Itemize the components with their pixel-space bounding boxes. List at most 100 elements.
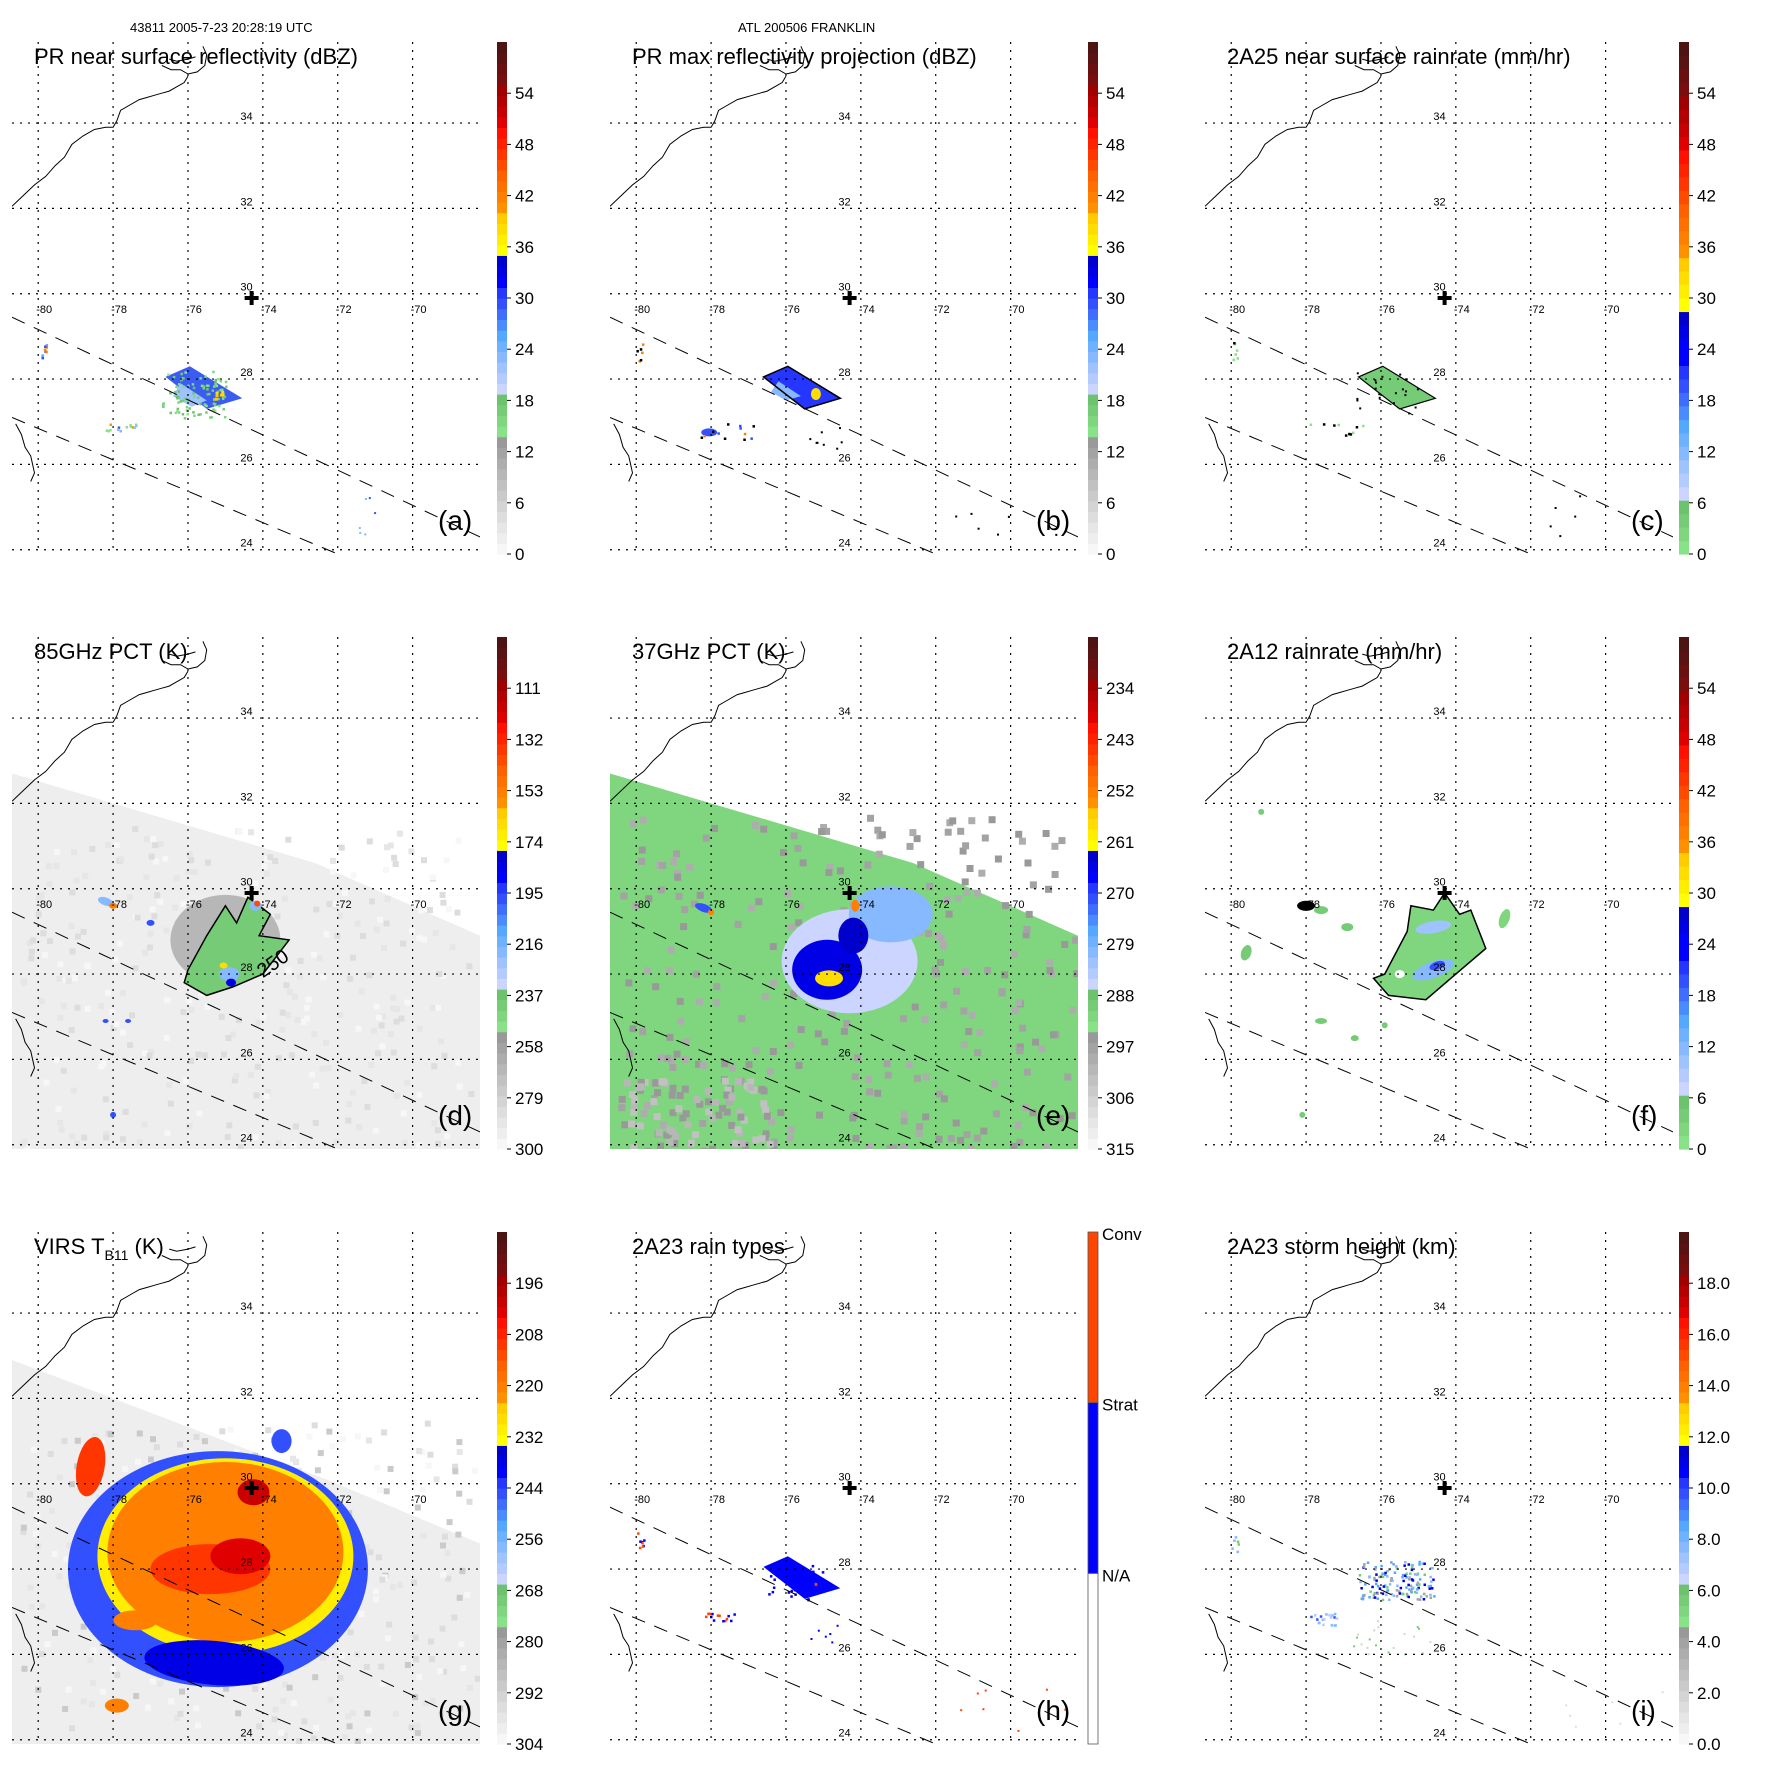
pixel-mark xyxy=(1374,379,1377,382)
pixel-mark xyxy=(272,857,279,864)
colorbar-step xyxy=(1088,52,1098,64)
colorbar-step xyxy=(497,1031,507,1043)
colorbar-tick-label: 0 xyxy=(1697,545,1706,564)
pixel-mark xyxy=(20,1524,27,1531)
pixel-mark xyxy=(379,1576,386,1583)
pixel-mark xyxy=(1377,1620,1380,1623)
colorbar-step xyxy=(497,839,507,851)
pixel-mark xyxy=(75,933,81,940)
colorbar-step xyxy=(497,1424,507,1436)
pixel-mark xyxy=(1407,1595,1410,1599)
pixel-mark xyxy=(1368,1596,1371,1599)
colorbar-step xyxy=(1088,42,1098,54)
pixel-mark xyxy=(840,441,843,444)
colorbar-tick-label: 111 xyxy=(515,679,541,698)
pixel-mark xyxy=(1237,1543,1240,1546)
pixel-mark xyxy=(366,838,373,845)
pixel-mark xyxy=(1386,1589,1390,1592)
colorbar-step xyxy=(1679,1349,1689,1361)
colorbar-tick-label: 0.0 xyxy=(1697,1735,1721,1754)
pixel-mark xyxy=(392,1710,399,1717)
colorbar-step xyxy=(1679,1530,1689,1542)
pixel-mark xyxy=(384,844,390,851)
rain-contour xyxy=(1357,365,1437,410)
lon-tick-label: -76 xyxy=(784,304,800,316)
colorbar-step xyxy=(1088,212,1098,224)
pixel-mark xyxy=(360,933,366,939)
panel-label: (d) xyxy=(438,1100,472,1131)
colorbar-step xyxy=(1088,244,1098,256)
pixel-mark xyxy=(1360,1643,1363,1646)
pixel-mark xyxy=(188,1006,195,1013)
pixel-mark xyxy=(364,1710,371,1717)
pixel-mark xyxy=(193,1433,200,1440)
pixel-mark xyxy=(197,413,200,416)
colorbar-step xyxy=(497,415,507,427)
pixel-mark xyxy=(953,987,960,995)
pixel-mark xyxy=(626,1050,634,1058)
pixel-mark xyxy=(745,1061,753,1069)
pixel-mark xyxy=(852,1135,860,1142)
pixel-mark xyxy=(30,937,37,944)
pixel-mark xyxy=(74,1140,81,1147)
coastline xyxy=(1362,56,1389,62)
colorbar-step xyxy=(497,1573,507,1585)
colorbar-step xyxy=(497,340,507,352)
colorbar-step xyxy=(1088,658,1098,670)
pixel-mark xyxy=(968,817,976,825)
pixel-mark xyxy=(215,384,219,388)
colorbar-step xyxy=(1088,807,1098,819)
colorbar-tick-label: 18 xyxy=(1697,391,1716,410)
pixel-mark xyxy=(24,1144,31,1149)
pixel-mark xyxy=(452,1463,459,1470)
pixel-mark xyxy=(707,1612,710,1616)
colorbar-step xyxy=(1088,786,1098,798)
pixel-mark xyxy=(134,914,141,921)
colorbar-step xyxy=(497,1626,507,1638)
pixel-mark xyxy=(1408,1576,1411,1579)
pixel-mark xyxy=(1418,1578,1422,1581)
colorbar-step xyxy=(1088,308,1098,320)
colorbar-step xyxy=(497,52,507,64)
colorbar-step xyxy=(1088,159,1098,171)
coastline xyxy=(759,1236,806,1265)
colorbar-tick-label: 232 xyxy=(515,1428,543,1447)
pixel-mark xyxy=(114,1671,121,1678)
colorbar-step xyxy=(1088,394,1098,406)
pixel-mark xyxy=(1412,1586,1415,1590)
pixel-mark xyxy=(692,1131,699,1139)
pixel-mark xyxy=(267,854,274,861)
panel-title: 2A12 rainrate (mm/hr) xyxy=(1227,639,1442,664)
lon-tick-label: -74 xyxy=(1454,304,1470,316)
pixel-mark xyxy=(1357,1633,1360,1636)
pixel-mark xyxy=(755,898,763,906)
colorbar-tick-label: 132 xyxy=(515,730,543,749)
colorbar-step xyxy=(497,287,507,299)
pixel-mark xyxy=(1016,1043,1024,1051)
pixel-mark xyxy=(652,1079,660,1087)
lon-tick-label: -72 xyxy=(934,899,950,911)
lat-tick-label: 32 xyxy=(240,196,252,208)
pr-swath-edge xyxy=(12,1607,338,1744)
lon-tick-label: -80 xyxy=(36,304,52,316)
pixel-mark xyxy=(727,1614,730,1618)
coastline xyxy=(1205,75,1382,207)
pixel-mark xyxy=(963,1131,971,1139)
colorbar-step xyxy=(497,1074,507,1086)
pixel-mark xyxy=(455,1059,462,1066)
pixel-mark xyxy=(1018,837,1026,845)
colorbar-tick-label: 6 xyxy=(515,494,524,513)
pixel-mark xyxy=(618,1104,626,1112)
pixel-mark xyxy=(177,1710,184,1717)
pixel-mark xyxy=(185,409,189,412)
small-cell xyxy=(102,1019,109,1023)
colorbar-step xyxy=(497,468,507,480)
colorbar-step xyxy=(1088,127,1098,139)
pixel-mark xyxy=(263,1093,270,1100)
colorbar-tick-label: 42 xyxy=(1106,187,1125,206)
colorbar-step xyxy=(1088,63,1098,75)
pixel-mark xyxy=(1405,1572,1408,1575)
pixel-mark xyxy=(1416,1598,1420,1601)
pr-swath-edge xyxy=(1205,1012,1531,1149)
coastline xyxy=(759,46,806,75)
